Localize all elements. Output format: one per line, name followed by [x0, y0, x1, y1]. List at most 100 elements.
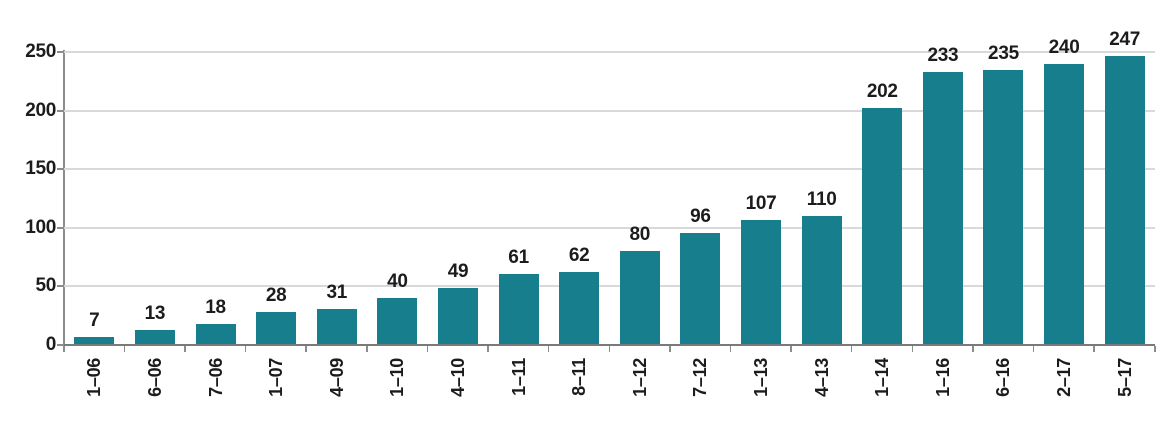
- x-axis-tick-label: 1–14: [872, 357, 893, 397]
- x-axis-tick-label: 1–06: [84, 357, 105, 397]
- x-axis-tick: [1093, 346, 1095, 352]
- bar: [862, 108, 903, 345]
- bar-slot: 7: [64, 52, 125, 345]
- bar-value-label: 31: [326, 281, 348, 303]
- bar: [619, 251, 660, 345]
- y-axis-label: 150: [25, 158, 56, 180]
- y-axis-tick: [57, 109, 64, 112]
- y-axis-label: 50: [35, 275, 56, 297]
- x-label-slot: 1–06: [64, 352, 125, 427]
- bar-slot: 18: [185, 52, 246, 345]
- x-label-slot: 1–13: [731, 352, 792, 427]
- x-axis-tick: [426, 346, 429, 352]
- x-axis-tick-label: 2–17: [1054, 357, 1075, 397]
- bar-value-label: 61: [508, 246, 529, 268]
- x-axis-tick: [487, 346, 489, 352]
- bar-slot: 62: [549, 52, 610, 345]
- x-axis-tick: [305, 346, 307, 352]
- x-axis-tick-label: 8–11: [569, 357, 590, 396]
- x-axis-tick-label: 1–07: [266, 357, 287, 397]
- y-axis-tick: [57, 226, 64, 229]
- x-axis-tick: [244, 346, 247, 352]
- y-axis-label: 100: [25, 216, 56, 238]
- x-axis-tick: [972, 346, 974, 352]
- y-axis-tick: [57, 51, 64, 53]
- bar-slot: 31: [306, 52, 367, 345]
- bar-value-label: 7: [89, 309, 100, 331]
- y-axis-tick: [57, 285, 64, 288]
- bar: [922, 71, 963, 345]
- x-axis-tick: [911, 346, 914, 352]
- x-axis-tick-label: 4–13: [811, 357, 832, 397]
- x-axis-tick: [63, 346, 65, 352]
- bar-value-label: 80: [629, 224, 651, 246]
- bar: [741, 219, 781, 345]
- x-axis-tick: [123, 346, 126, 352]
- x-axis-tick: [1154, 346, 1156, 352]
- x-axis-tick-label: 7–12: [690, 357, 711, 397]
- bar: [437, 287, 478, 345]
- bar: [134, 329, 175, 345]
- bar-slot: 247: [1094, 29, 1155, 345]
- x-axis-tick-label: 4–10: [447, 357, 468, 397]
- x-label-slot: 1–14: [852, 352, 913, 427]
- bar: [680, 232, 721, 345]
- gridline: [64, 168, 1155, 171]
- x-axis-tick-label: 4–09: [326, 357, 347, 397]
- bar-slot: 235: [973, 43, 1034, 345]
- x-axis-tick-label: 1–12: [629, 357, 650, 397]
- x-axis-tick-label: 1–10: [387, 357, 408, 397]
- bar-value-label: 18: [205, 296, 226, 318]
- bar-slot: 202: [852, 52, 913, 345]
- x-axis-tick: [184, 346, 186, 352]
- x-axis-tick-label: 1–11: [508, 357, 529, 396]
- bar-value-label: 240: [1048, 36, 1080, 58]
- y-axis-tick: [57, 344, 64, 346]
- x-label-slot: 1–10: [367, 352, 428, 427]
- bar-value-label: 235: [988, 42, 1019, 64]
- bar-value-label: 28: [265, 285, 287, 307]
- x-axis-labels: 1–06 6–06 7–06 1–07 4–09 1–10 4–10 1–11 8–11 1–12…: [64, 352, 1155, 427]
- bar-value-label: 107: [745, 192, 777, 214]
- bar-slot: 110: [791, 52, 852, 345]
- x-axis-tick-label: 1–16: [932, 357, 953, 397]
- bars-container: 7 13 18 28 31 40 49 61 62 80 96 107 110 202 233 235 240 2…: [64, 29, 1155, 345]
- gridline: [64, 226, 1155, 229]
- bar-slot: 240: [1034, 37, 1095, 345]
- x-axis-tick: [790, 346, 792, 352]
- x-label-slot: 6–06: [125, 352, 186, 427]
- bar-value-label: 247: [1109, 28, 1141, 50]
- y-axis-line: [63, 50, 65, 345]
- bar: [801, 216, 842, 345]
- bar-value-label: 49: [447, 260, 469, 282]
- x-axis-tick-label: 5–17: [1114, 357, 1135, 397]
- bar: [983, 69, 1024, 345]
- x-label-slot: 5–17: [1094, 352, 1155, 427]
- bar: [1104, 55, 1145, 345]
- bar: [559, 272, 600, 345]
- bar-slot: 80: [609, 52, 670, 345]
- x-label-slot: 7–12: [670, 352, 731, 427]
- x-label-slot: 2–17: [1034, 352, 1095, 427]
- y-axis-label: 250: [25, 41, 56, 62]
- bar: [316, 308, 357, 345]
- x-axis-tick-label: 6–06: [144, 357, 165, 397]
- x-label-slot: 1–16: [913, 352, 974, 427]
- bar: [74, 336, 115, 345]
- bar: [256, 312, 297, 345]
- bar: [498, 273, 539, 345]
- y-axis-tick: [57, 168, 64, 171]
- x-axis-tick: [608, 346, 610, 352]
- bar-slot: 49: [428, 52, 489, 345]
- x-label-slot: 7–06: [185, 352, 246, 427]
- x-axis-tick: [547, 346, 550, 352]
- bar-value-label: 13: [144, 302, 166, 324]
- bar: [195, 323, 236, 345]
- bar-value-label: 110: [806, 189, 837, 211]
- bar: [1044, 63, 1085, 345]
- x-axis-tick: [366, 346, 368, 352]
- bar-value-label: 40: [387, 271, 408, 293]
- bar-value-label: 96: [690, 205, 711, 227]
- x-label-slot: 6–16: [973, 352, 1034, 427]
